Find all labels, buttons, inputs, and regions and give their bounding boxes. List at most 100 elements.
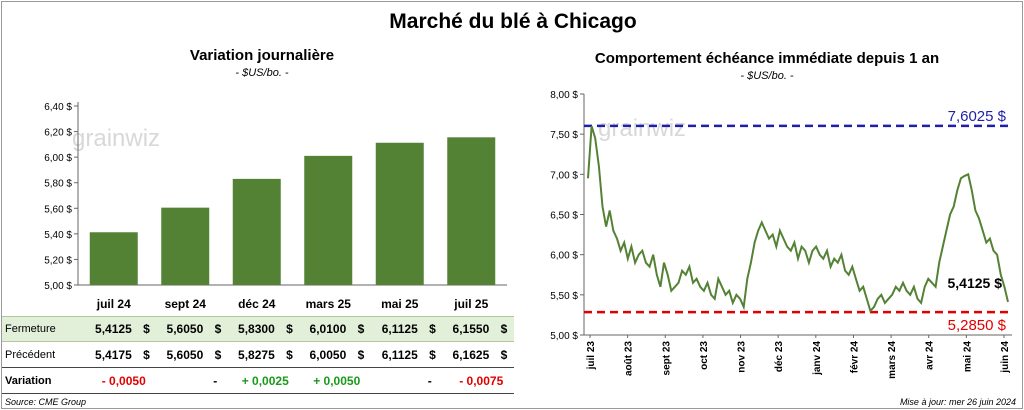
x-tick-label: mars 25 <box>306 297 352 311</box>
y-tick-label: 5,20 $ <box>44 255 72 266</box>
y-tick-label: 5,80 $ <box>44 179 72 190</box>
y-tick-label: 6,20 $ <box>44 128 72 139</box>
cell-value: 6,0100 <box>309 322 347 336</box>
price-line <box>587 125 1009 313</box>
cell-currency: $ <box>214 322 222 336</box>
max-label: 7,6025 $ <box>948 108 1007 125</box>
table-cell: 5,6050 $ <box>149 322 222 336</box>
x-tick-label: févr 24 <box>849 341 860 374</box>
cell-currency: $ <box>143 348 150 362</box>
watermark: grainwiz <box>72 125 160 152</box>
y-tick-label: 5,40 $ <box>44 230 72 241</box>
x-tick-label: sept 23 <box>661 341 672 376</box>
cell-value: 6,1550 <box>452 322 490 336</box>
bar <box>89 232 138 285</box>
table-cell: 6,1550 $ <box>435 322 508 336</box>
variation-cell: - 0,0075 <box>459 374 504 388</box>
bar-chart-title: Variation journalière <box>189 47 335 64</box>
cell-value: 6,1625 <box>452 348 490 362</box>
x-tick-label: avr 24 <box>925 341 936 370</box>
variation-label: Variation <box>5 374 52 387</box>
cell-value: 6,1125 <box>381 322 418 336</box>
table-cell: 6,0100 $ <box>292 322 365 336</box>
line-chart-subtitle: - $US/bo. - <box>740 70 794 82</box>
x-tick-label: déc 24 <box>238 297 276 311</box>
bar <box>304 155 353 285</box>
cell-value: 5,8275 <box>238 348 275 362</box>
x-tick-label: sept 24 <box>165 297 207 311</box>
min-label: 5,2850 $ <box>948 317 1007 334</box>
y-tick-label: 5,60 $ <box>44 204 72 215</box>
x-tick-label: juil 25 <box>453 297 488 311</box>
update-note: Mise à jour: mer 26 juin 2024 <box>899 397 1016 407</box>
table-row-fermeture: Fermeture <box>2 316 514 342</box>
bar <box>232 178 281 285</box>
x-tick-label: mai 24 <box>962 341 973 373</box>
x-tick-label: nov 23 <box>737 341 748 373</box>
table-cell: 6,1125 $ <box>364 322 436 336</box>
y-tick-label: 5,00 $ <box>550 331 578 342</box>
cell-currency: $ <box>429 348 436 362</box>
table-cell: 5,8300 $ <box>221 322 293 336</box>
variation-cell: + 0,0025 <box>241 374 289 388</box>
x-tick-label: juil 23 <box>586 341 597 371</box>
x-tick-label: juin 24 <box>1000 341 1011 374</box>
cell-value: 5,6050 <box>166 322 204 336</box>
watermark: grainwiz <box>598 115 686 142</box>
cell-value: 5,8300 <box>238 322 275 336</box>
table-cell: 6,1125 $ <box>364 348 436 362</box>
y-tick-label: 6,50 $ <box>550 211 578 222</box>
cell-value: 6,0050 <box>309 348 347 362</box>
table-cell: 6,0050 $ <box>292 348 365 362</box>
y-tick-label: 5,50 $ <box>550 291 578 302</box>
x-tick-label: oct 23 <box>699 341 710 370</box>
y-tick-label: 6,00 $ <box>550 251 578 262</box>
cell-currency: $ <box>500 322 508 336</box>
cell-currency: $ <box>143 322 150 336</box>
line-chart-title: Comportement échéance immédiate depuis 1… <box>594 50 940 67</box>
cell-currency: $ <box>286 348 293 362</box>
variation-cell: + 0,0050 <box>313 374 361 388</box>
cell-currency: $ <box>357 348 365 362</box>
y-tick-label: 7,00 $ <box>550 170 578 181</box>
y-tick-label: 6,00 $ <box>44 153 72 164</box>
bar-chart: grainwiz 5,00 $ 5,20 $ 5,40 $ 5,60 $ 5,80 $ 6,… <box>44 102 507 311</box>
x-tick-label: déc 23 <box>774 341 785 373</box>
y-tick-label: 6,40 $ <box>44 102 72 113</box>
x-tick-label: août 23 <box>624 341 635 376</box>
cell-currency: $ <box>500 348 508 362</box>
x-tick-label: mars 24 <box>887 341 898 379</box>
bar <box>447 137 496 285</box>
cell-value: 5,4175 <box>95 348 132 362</box>
table-cell: 5,4125 $ <box>78 322 150 336</box>
variation-cell: - <box>213 374 218 388</box>
cell-value: 6,1125 <box>381 348 418 362</box>
table-cell: 5,6050 $ <box>149 348 222 362</box>
cell-currency: $ <box>214 348 222 362</box>
fermeture-label: Fermeture <box>5 323 56 335</box>
variation-cell: - 0,0050 <box>101 374 146 388</box>
cell-value: 5,4125 <box>95 322 132 336</box>
bar <box>375 142 424 285</box>
cell-currency: $ <box>429 322 436 336</box>
table-cell: 6,1625 $ <box>435 348 508 362</box>
cell-value: 5,6050 <box>166 348 204 362</box>
table-cell: 5,4175 $ <box>78 348 150 362</box>
cell-currency: $ <box>286 322 293 336</box>
y-tick-label: 8,00 $ <box>550 90 578 101</box>
source-note: Source: CME Group <box>5 397 87 407</box>
price-table: Fermeture Précédent Variation 5,4125 $5,6… <box>2 314 514 394</box>
y-tick-label: 7,50 $ <box>550 130 578 141</box>
last-label: 5,4125 $ <box>948 275 1003 291</box>
table-row-variation: Variation <box>2 368 514 394</box>
table-cell: 5,8275 $ <box>221 348 293 362</box>
line-chart: grainwiz 5,00 $ 5,50 $ 6,00 $ 6,50 $ 7,00 $ 7,… <box>550 90 1012 379</box>
bar <box>161 207 210 285</box>
x-tick-label: mai 25 <box>381 297 419 311</box>
main-title: Marché du blé à Chicago <box>389 10 637 33</box>
bar-chart-subtitle: - $US/bo. - <box>235 67 289 79</box>
x-tick-label: janv 24 <box>812 341 823 376</box>
table-row-precedent: Précédent <box>2 342 514 368</box>
precedent-label: Précédent <box>5 348 56 361</box>
